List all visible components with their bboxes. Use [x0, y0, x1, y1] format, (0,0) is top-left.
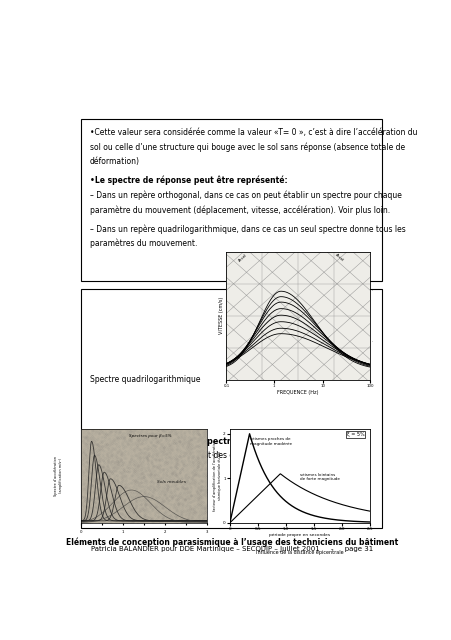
Text: Spectre quadrilogarithmique: Spectre quadrilogarithmique: [90, 375, 200, 384]
FancyBboxPatch shape: [81, 289, 382, 528]
Text: •Le spectre de réponse peut être représenté:: •Le spectre de réponse peut être représe…: [90, 176, 287, 186]
Text: sol ou celle d’une structure qui bouge avec le sol sans réponse (absence totale : sol ou celle d’une structure qui bouge a…: [90, 142, 404, 152]
Text: Patricia BALANDIER pour DDE Martinique – SECQUIP – Juillet 2001     -     page 3: Patricia BALANDIER pour DDE Martinique –…: [90, 547, 372, 552]
FancyBboxPatch shape: [81, 118, 382, 282]
Text: – Dans un repère orthogonal, dans ce cas on peut établir un spectre pour chaque: – Dans un repère orthogonal, dans ce cas…: [90, 191, 401, 200]
Text: paramètre du mouvement (déplacement, vitesse, accélération). Voir plus loin.: paramètre du mouvement (déplacement, vit…: [90, 205, 389, 215]
Text: paramètres du mouvement.: paramètres du mouvement.: [90, 239, 197, 248]
Text: •Cette valeur sera considérée comme la valeur «T= 0 », c’est à dire l’accélérati: •Cette valeur sera considérée comme la v…: [90, 127, 416, 136]
Text: déformation): déformation): [90, 157, 139, 166]
Text: – Dans un repère quadrilogarithmique, dans ce cas un seul spectre donne tous les: – Dans un repère quadrilogarithmique, da…: [90, 224, 405, 234]
Text: –La distance épicentrale,: –La distance épicentrale,: [86, 483, 182, 492]
Text: Eléments de conception parasismique à l’usage des techniciens du bâtiment: Eléments de conception parasismique à l’…: [65, 538, 397, 547]
Text: – Le coefficient d’amortissement des constru…: – Le coefficient d’amortissement des con…: [86, 451, 266, 460]
Text: – La nature du sol,: – La nature du sol,: [86, 464, 156, 473]
Text: • Les caractéristiques du spectre varient:: • Les caractéristiques du spectre varien…: [86, 437, 275, 446]
